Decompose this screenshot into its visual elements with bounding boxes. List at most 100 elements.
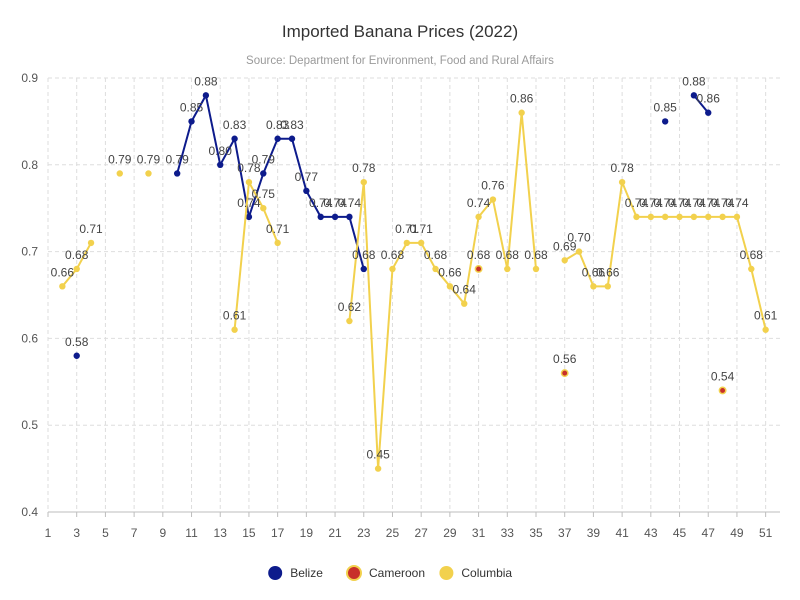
columbia-point[interactable] [618, 178, 626, 186]
belize-point[interactable] [245, 213, 253, 221]
x-tick-label: 39 [587, 526, 601, 540]
legend-item-columbia[interactable]: Columbia [439, 566, 512, 580]
cameroon-point[interactable] [474, 265, 483, 273]
x-tick-label: 51 [759, 526, 773, 540]
columbia-point[interactable] [489, 196, 497, 203]
belize-data-label: 0.88 [194, 74, 218, 88]
x-tick-label: 27 [414, 526, 428, 540]
columbia-data-label: 0.74 [711, 196, 735, 210]
columbia-point[interactable] [748, 265, 755, 273]
columbia-point[interactable] [231, 326, 238, 333]
columbia-point[interactable] [87, 239, 95, 247]
legend[interactable]: Belize Cameroon Columbia [268, 565, 512, 581]
columbia-data-label: 0.69 [553, 239, 577, 253]
columbia-point[interactable] [575, 248, 583, 255]
columbia-point[interactable] [647, 213, 655, 221]
belize-data-label: 0.58 [65, 335, 89, 349]
x-tick-label: 25 [386, 526, 400, 540]
columbia-point[interactable] [374, 465, 382, 472]
belize-point[interactable] [346, 213, 353, 221]
axes: 0.40.50.60.70.80.91 3 5 7 9 11 13 15 17 19 21 23 25 2… [21, 71, 780, 540]
x-tick-label: 41 [615, 526, 629, 540]
columbia-point[interactable] [690, 213, 698, 221]
columbia-data-label: 0.68 [424, 248, 448, 262]
columbia-data-label: 0.66 [596, 265, 620, 279]
columbia-point[interactable] [116, 170, 123, 177]
belize-point[interactable] [217, 161, 224, 168]
columbia-point[interactable] [590, 283, 597, 290]
legend-marker [346, 565, 362, 581]
belize-point[interactable] [73, 352, 80, 359]
x-tick-label: 7 [131, 526, 138, 540]
columbia-point[interactable] [475, 213, 482, 221]
columbia-point[interactable] [145, 170, 152, 177]
belize-point[interactable] [705, 109, 712, 116]
columbia-point[interactable] [403, 239, 411, 247]
x-tick-label: 5 [102, 526, 109, 540]
columbia-point[interactable] [417, 239, 425, 247]
columbia-point[interactable] [733, 213, 741, 221]
columbia-point[interactable] [532, 265, 540, 273]
belize-point[interactable] [690, 92, 698, 99]
belize-point[interactable] [303, 187, 310, 195]
columbia-point[interactable] [446, 283, 454, 290]
columbia-data-label: 0.74 [467, 196, 491, 210]
belize-point[interactable] [231, 135, 238, 142]
columbia-data-label: 0.64 [453, 283, 477, 297]
x-tick-label: 31 [472, 526, 486, 540]
columbia-point[interactable] [73, 265, 80, 273]
columbia-point[interactable] [762, 326, 769, 333]
belize-point[interactable] [360, 265, 367, 273]
x-tick-label: 13 [214, 526, 228, 540]
columbia-data-label: 0.68 [496, 248, 520, 262]
columbia-point[interactable] [59, 283, 66, 290]
belize-point[interactable] [317, 213, 324, 221]
belize-data-label: 0.85 [653, 100, 677, 114]
columbia-data-label: 0.68 [740, 248, 764, 262]
belize-point[interactable] [661, 118, 669, 125]
y-tick-label: 0.6 [21, 331, 38, 345]
legend-item-belize[interactable]: Belize [268, 566, 323, 580]
columbia-data-label: 0.71 [409, 222, 433, 236]
columbia-point[interactable] [633, 213, 640, 221]
belize-data-label: 0.86 [697, 92, 721, 106]
columbia-point[interactable] [518, 109, 525, 116]
columbia-point[interactable] [504, 265, 511, 273]
belize-point[interactable] [331, 213, 339, 221]
columbia-point[interactable] [719, 213, 726, 221]
legend-item-cameroon[interactable]: Cameroon [346, 565, 425, 581]
belize-data-label: 0.79 [252, 152, 276, 166]
x-tick-label: 33 [501, 526, 515, 540]
belize-point[interactable] [260, 170, 267, 177]
columbia-point[interactable] [260, 205, 267, 212]
columbia-point[interactable] [274, 239, 281, 247]
cameroon-data-label: 0.54 [711, 369, 735, 383]
columbia-point[interactable] [346, 317, 353, 325]
columbia-point[interactable] [561, 257, 568, 264]
columbia-point[interactable] [432, 265, 439, 273]
columbia-point[interactable] [245, 178, 253, 186]
columbia-point[interactable] [705, 213, 712, 221]
columbia-point[interactable] [661, 213, 669, 221]
columbia-data-label: 0.75 [252, 187, 276, 201]
x-tick-label: 43 [644, 526, 658, 540]
columbia-data-label: 0.70 [567, 231, 591, 245]
belize-point[interactable] [202, 92, 210, 99]
legend-label: Columbia [461, 566, 512, 580]
belize-point[interactable] [188, 118, 195, 125]
cameroon-point[interactable] [560, 369, 569, 378]
columbia-point[interactable] [604, 283, 611, 290]
belize-point[interactable] [274, 135, 281, 142]
columbia-point[interactable] [360, 178, 367, 186]
data-labels: 0.580.790.850.880.800.830.740.790.830.83… [51, 74, 778, 461]
columbia-point[interactable] [676, 213, 683, 221]
belize-data-label: 0.79 [165, 152, 189, 166]
belize-point[interactable] [173, 170, 181, 177]
belize-data-label: 0.80 [209, 144, 233, 158]
belize-point[interactable] [288, 135, 296, 142]
columbia-point[interactable] [461, 300, 468, 307]
columbia-point[interactable] [389, 265, 396, 273]
belize-data-label: 0.83 [223, 118, 247, 132]
cameroon-point[interactable] [718, 386, 727, 395]
